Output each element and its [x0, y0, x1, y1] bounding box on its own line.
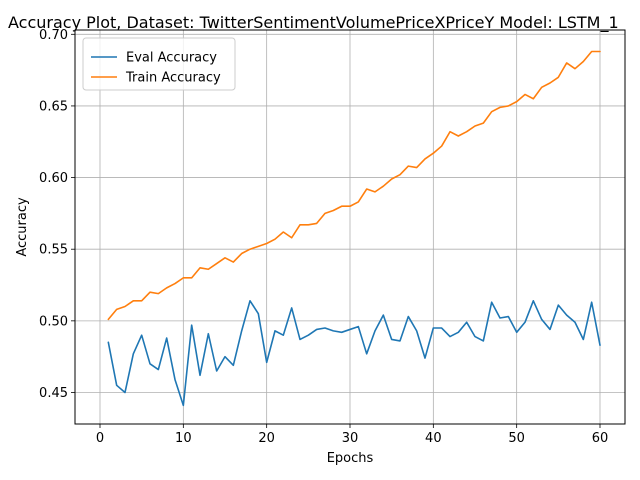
y-tick-label: 0.65 — [39, 99, 68, 114]
x-tick-label: 40 — [425, 431, 442, 446]
series-lines — [107, 50, 601, 407]
series-line-train-accuracy — [107, 50, 601, 321]
legend-label: Eval Accuracy — [126, 51, 217, 66]
x-tick-label: 50 — [508, 431, 525, 446]
y-tick-label: 0.70 — [39, 28, 68, 43]
x-tick-label: 60 — [592, 431, 609, 446]
y-tick-label: 0.45 — [39, 386, 68, 401]
series-line-eval-accuracy — [107, 299, 601, 407]
y-tick-label: 0.60 — [39, 171, 68, 186]
chart-title: Accuracy Plot, Dataset: TwitterSentiment… — [8, 13, 619, 33]
y-axis-label: Accuracy — [15, 197, 30, 257]
x-axis-label: Epochs — [327, 451, 374, 466]
y-tick-label: 0.55 — [39, 243, 68, 258]
y-tick-label: 0.50 — [39, 314, 68, 329]
legend-label: Train Accuracy — [125, 71, 221, 86]
x-tick-label: 0 — [96, 431, 104, 446]
x-tick-label: 10 — [175, 431, 192, 446]
axis-ticks: 0 10 20 30 40 50 60 0.45 0.50 0.55 0.60 0.65 0.70 — [39, 28, 608, 446]
x-tick-label: 30 — [342, 431, 359, 446]
legend: Eval Accuracy Train Accuracy — [82, 37, 236, 91]
legend-box — [82, 37, 236, 91]
x-tick-label: 20 — [258, 431, 275, 446]
